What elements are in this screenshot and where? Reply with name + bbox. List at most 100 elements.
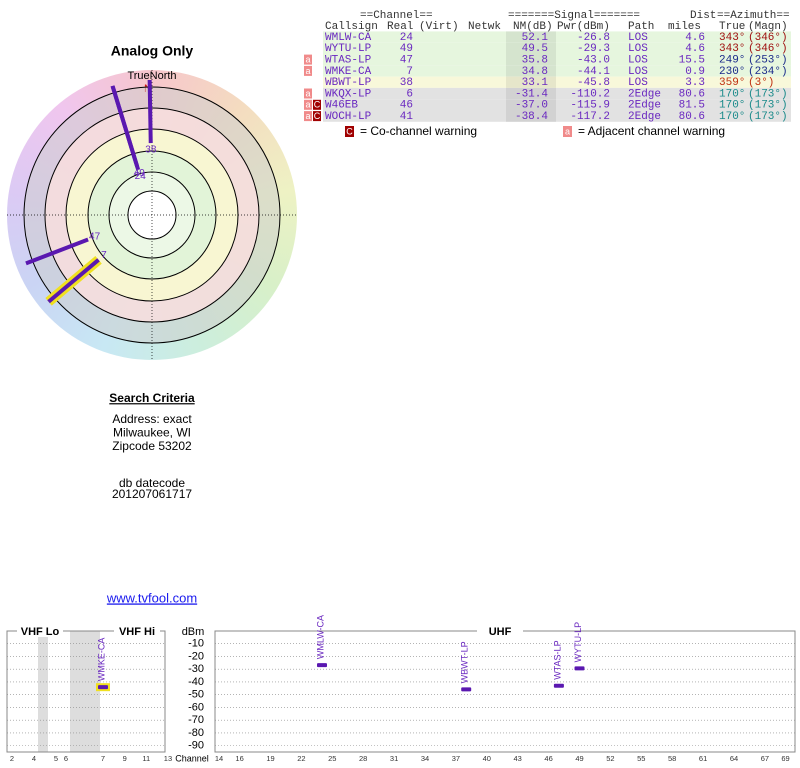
- cell-pwr: -26.8: [577, 32, 610, 44]
- cell-pwr: -44.1: [577, 66, 610, 78]
- cell-magn: (346°): [748, 43, 788, 55]
- signal-bar: [574, 666, 585, 671]
- warning-letter: a: [305, 111, 310, 121]
- radar-station: [47, 258, 100, 304]
- band-label: VHF Hi: [119, 626, 155, 638]
- channel-label: 40: [483, 754, 491, 763]
- y-axis-label: dBm: [182, 626, 205, 638]
- signal-bar: [317, 663, 327, 668]
- cell-nm: -31.4: [515, 88, 548, 100]
- channel-label: 28: [359, 754, 367, 763]
- legend-icon-letter: a: [565, 126, 570, 136]
- row-background: [323, 99, 791, 111]
- warning-icon: [304, 99, 312, 110]
- cell-path: LOS: [628, 66, 648, 78]
- fm-gap: [38, 631, 48, 752]
- header-cell: Pwr(dBm): [557, 21, 610, 33]
- channel-label: 46: [544, 754, 552, 763]
- warning-icon: [304, 88, 312, 99]
- band-label: VHF Lo: [21, 626, 60, 638]
- cell-real: 7: [406, 66, 413, 78]
- header-group: =======Signal=======: [508, 10, 640, 22]
- nm-column-shade: [506, 42, 556, 54]
- row-background: [323, 110, 791, 122]
- cell-magn: (346°): [748, 32, 788, 44]
- y-tick-label: -80: [188, 727, 204, 739]
- channel-label: 37: [452, 754, 460, 763]
- cell-callsign: WTAS-LP: [325, 55, 372, 67]
- band-label-bg: [17, 625, 63, 637]
- warning-icon: [313, 111, 321, 122]
- channel-label: 64: [730, 754, 738, 763]
- cell-magn: (234°): [748, 66, 788, 78]
- cell-path: 2Edge: [628, 100, 661, 112]
- x-axis-label: Channel: [175, 753, 209, 763]
- cell-callsign: W46EB: [325, 100, 358, 112]
- warning-letter: a: [305, 54, 310, 64]
- cell-callsign: WMKE-CA: [325, 66, 372, 78]
- cell-pwr: -115.9: [570, 100, 610, 112]
- nm-column-shade: [506, 99, 556, 111]
- header-cell: Real: [387, 21, 413, 33]
- warning-icon: [313, 99, 321, 110]
- radar-label: 7: [101, 250, 107, 261]
- cell-callsign: WKQX-LP: [325, 88, 372, 100]
- bar-callsign: WBWT-LP: [460, 641, 470, 683]
- cell-real: 46: [400, 100, 413, 112]
- cell-callsign: WBWT-LP: [325, 77, 372, 89]
- channel-label: 5: [54, 754, 58, 763]
- radar-station: [147, 79, 153, 144]
- legend-icon: [345, 126, 354, 137]
- cell-nm: 34.8: [522, 66, 548, 78]
- cell-real: 49: [400, 43, 413, 55]
- channel-label: 6: [64, 754, 68, 763]
- warning-icon: [304, 111, 312, 122]
- cell-magn: (173°): [748, 111, 788, 123]
- bar-callsign: WTAS-LP: [552, 640, 562, 679]
- datecode: 201207061717: [112, 487, 192, 501]
- channel-label: 43: [514, 754, 522, 763]
- y-tick-label: -20: [188, 650, 204, 662]
- warning-letter: a: [305, 88, 310, 98]
- cell-magn: (173°): [748, 100, 788, 112]
- nm-column-shade: [506, 110, 556, 122]
- nm-column-shade: [506, 54, 556, 66]
- site-link[interactable]: www.tvfool.com: [106, 590, 197, 605]
- radar-label: 49: [134, 168, 146, 179]
- cell-miles: 81.5: [679, 100, 705, 112]
- row-background: [323, 31, 791, 43]
- cell-miles: 15.5: [679, 55, 705, 67]
- channel-label: 69: [781, 754, 789, 763]
- channel-label: 19: [266, 754, 274, 763]
- radar-station: [25, 237, 89, 266]
- channel-label: 49: [575, 754, 583, 763]
- warning-icon: [304, 54, 312, 65]
- radar-label: 24: [135, 171, 147, 182]
- warning-letter: a: [305, 100, 310, 110]
- channel-label: 67: [761, 754, 769, 763]
- cell-pwr: -45.8: [577, 77, 610, 89]
- cell-path: LOS: [628, 43, 648, 55]
- channel-label: 25: [328, 754, 336, 763]
- cell-magn: (173°): [748, 88, 788, 100]
- cell-nm: -37.0: [515, 100, 548, 112]
- nm-column-shade: [506, 76, 556, 88]
- y-tick-label: -10: [188, 638, 204, 650]
- cell-real: 6: [406, 88, 413, 100]
- row-background: [323, 87, 791, 100]
- cell-pwr: -29.3: [577, 43, 610, 55]
- band-label-bg: [477, 625, 523, 637]
- header-cell: True: [719, 21, 745, 33]
- bar-callsign: WYTU-LP: [573, 622, 583, 663]
- signal-bar: [98, 685, 108, 690]
- header-cell: Callsign: [325, 21, 378, 33]
- cell-nm: 49.5: [522, 43, 548, 55]
- search-line: Zipcode 53202: [112, 439, 192, 453]
- legend-text: = Co-channel warning: [360, 124, 477, 138]
- cell-miles: 3.3: [685, 77, 705, 89]
- radar-label: 47: [89, 232, 101, 243]
- band-label-bg: [114, 625, 160, 637]
- y-tick-label: -40: [188, 676, 204, 688]
- cell-true: 170°: [719, 111, 745, 123]
